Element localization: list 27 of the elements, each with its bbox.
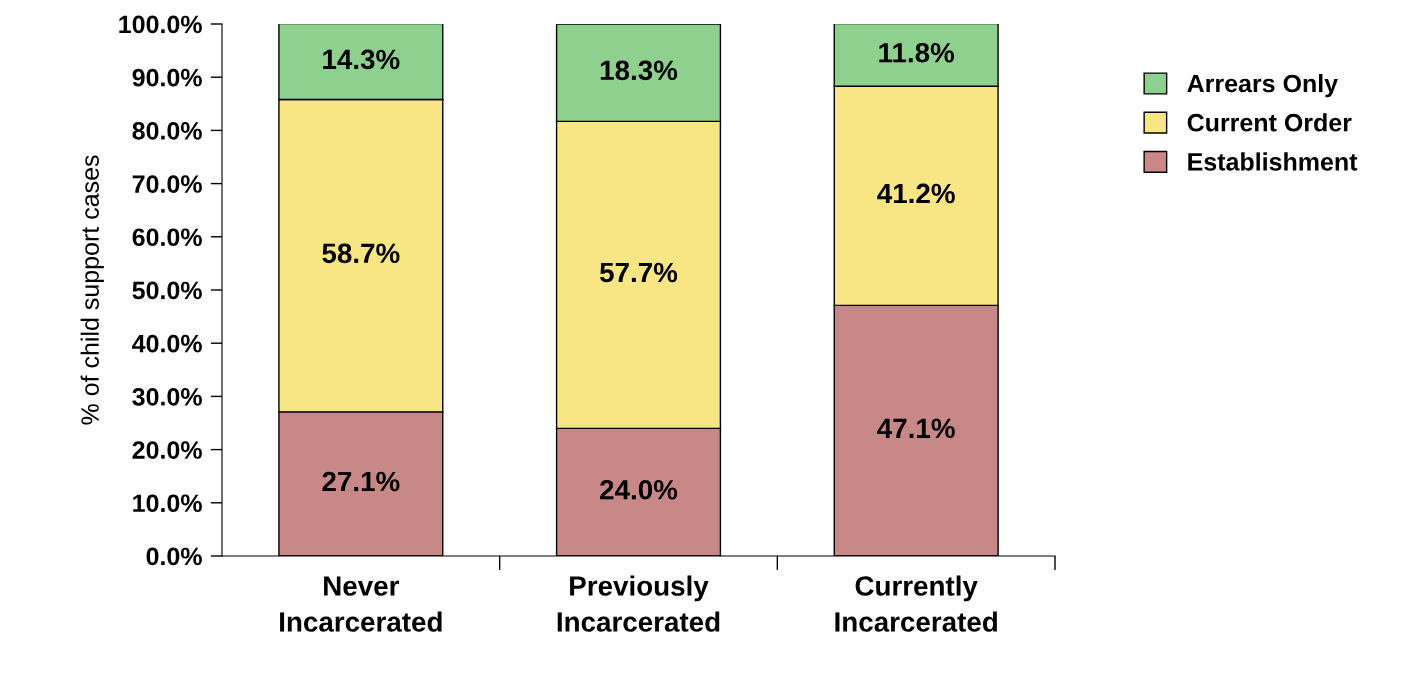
legend-label: Arrears Only xyxy=(1187,73,1338,98)
y-tick-label: 70.0% xyxy=(132,175,202,193)
data-label: 58.7% xyxy=(322,243,400,264)
legend-label: Establishment xyxy=(1188,152,1358,171)
y-tick-label: 0.0% xyxy=(146,547,202,566)
x-tick-label: Never Incarcerated xyxy=(280,576,442,632)
y-tick-label: 10.0% xyxy=(133,494,202,513)
y-tick-label: 20.0% xyxy=(132,441,202,459)
data-label: 11.8% xyxy=(879,42,955,63)
data-label: 57.7% xyxy=(599,262,678,283)
data-label: 14.3% xyxy=(323,49,400,70)
data-label: 27.1% xyxy=(322,471,400,492)
y-axis-title: % of child support cases xyxy=(80,155,104,425)
y-tick-label: 50.0% xyxy=(132,281,202,300)
x-tick-label: Currently Incarcerated xyxy=(835,575,997,632)
data-label: 24.0% xyxy=(600,479,678,500)
x-tick-label: Previously Incarcerated xyxy=(557,575,720,632)
legend-label: Current Order xyxy=(1187,113,1352,132)
y-tick-label: 80.0% xyxy=(132,122,202,140)
y-tick-label: 30.0% xyxy=(132,388,202,406)
y-tick-label: 100.0% xyxy=(119,15,202,34)
data-label: 47.1% xyxy=(877,418,955,439)
data-label: 18.3% xyxy=(600,60,678,81)
y-tick-label: 60.0% xyxy=(132,228,202,247)
y-tick-label: 40.0% xyxy=(132,334,202,353)
data-label: 41.2% xyxy=(877,183,955,204)
y-tick-label: 90.0% xyxy=(132,68,202,87)
